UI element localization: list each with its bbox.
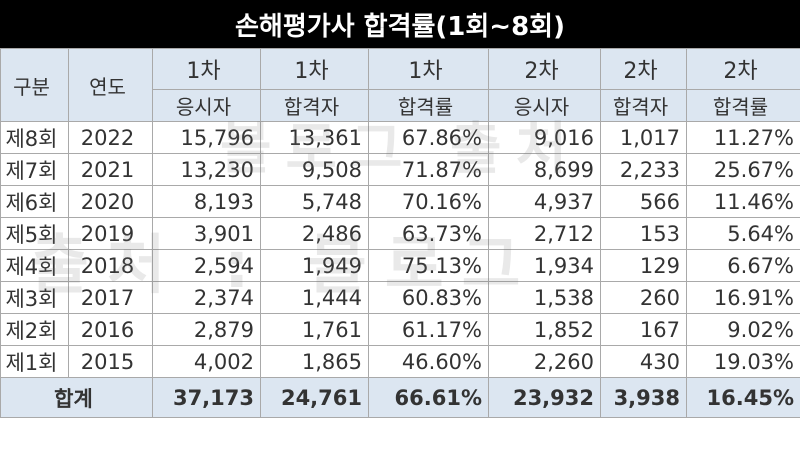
header-passers-2: 합격자	[600, 89, 687, 122]
total-label: 합계	[0, 377, 153, 418]
row-r2-passers: 2,233	[600, 153, 687, 186]
row-label: 제3회	[0, 281, 69, 314]
table-row: 제2회 2016 2,879 1,761 61.17% 1,852 167 9.02%	[0, 313, 800, 346]
row-label: 제2회	[0, 313, 69, 346]
row-r1-rate: 71.87%	[368, 153, 489, 186]
row-r2-rate: 9.02%	[686, 313, 800, 346]
row-r2-applicants: 8,699	[488, 153, 601, 186]
row-r2-rate: 19.03%	[686, 345, 800, 378]
row-label: 제7회	[0, 153, 69, 186]
row-r1-passers: 13,361	[260, 121, 369, 154]
row-r1-applicants: 3,901	[152, 217, 261, 250]
row-year: 2018	[68, 249, 153, 282]
header-row-sub: 응시자 합격자 합격률 응시자 합격자 합격률	[1, 89, 800, 122]
row-r1-applicants: 2,374	[152, 281, 261, 314]
row-year: 2021	[68, 153, 153, 186]
row-year: 2019	[68, 217, 153, 250]
total-r2-applicants: 23,932	[488, 377, 601, 418]
row-r2-applicants: 1,934	[488, 249, 601, 282]
row-label: 제4회	[0, 249, 69, 282]
row-r1-rate: 46.60%	[368, 345, 489, 378]
row-label: 제8회	[0, 121, 69, 154]
pass-rate-table: 구분 연도 1차 1차 1차 2차 2차 2차 응시자 합격자 합격률 응시자 …	[0, 48, 800, 418]
table-row: 제6회 2020 8,193 5,748 70.16% 4,937 566 11.46%	[0, 185, 800, 218]
row-r2-applicants: 1,852	[488, 313, 601, 346]
row-r1-passers: 1,949	[260, 249, 369, 282]
header-rate-1: 합격률	[368, 89, 489, 122]
total-r1-rate: 66.61%	[368, 377, 489, 418]
row-r2-rate: 16.91%	[686, 281, 800, 314]
row-r1-passers: 2,486	[260, 217, 369, 250]
header-round2-applicants: 2차	[488, 48, 601, 90]
table-row: 제1회 2015 4,002 1,865 46.60% 2,260 430 19.03%	[0, 345, 800, 378]
total-r2-rate: 16.45%	[686, 377, 800, 418]
table-row: 제4회 2018 2,594 1,949 75.13% 1,934 129 6.67%	[0, 249, 800, 282]
row-r2-passers: 1,017	[600, 121, 687, 154]
row-r2-applicants: 2,712	[488, 217, 601, 250]
row-r1-applicants: 2,879	[152, 313, 261, 346]
row-r1-rate: 60.83%	[368, 281, 489, 314]
table-row: 제7회 2021 13,230 9,508 71.87% 8,699 2,233 25.67%	[0, 153, 800, 186]
row-r1-passers: 1,761	[260, 313, 369, 346]
header-round1-passers: 1차	[260, 48, 369, 90]
row-r1-rate: 67.86%	[368, 121, 489, 154]
total-r1-passers: 24,761	[260, 377, 369, 418]
row-r1-applicants: 4,002	[152, 345, 261, 378]
row-r2-passers: 430	[600, 345, 687, 378]
row-r2-applicants: 1,538	[488, 281, 601, 314]
row-r1-passers: 9,508	[260, 153, 369, 186]
row-year: 2022	[68, 121, 153, 154]
row-r2-applicants: 4,937	[488, 185, 601, 218]
header-round2-passers: 2차	[600, 48, 687, 90]
row-r1-rate: 61.17%	[368, 313, 489, 346]
row-r1-passers: 5,748	[260, 185, 369, 218]
row-r2-rate: 5.64%	[686, 217, 800, 250]
row-r1-rate: 70.16%	[368, 185, 489, 218]
header-row-top: 구분 연도 1차 1차 1차 2차 2차 2차	[0, 48, 800, 122]
table-row: 제3회 2017 2,374 1,444 60.83% 1,538 260 16.91%	[0, 281, 800, 314]
header-round1-applicants: 1차	[152, 48, 261, 90]
total-r2-passers: 3,938	[600, 377, 687, 418]
header-applicants-1: 응시자	[152, 89, 261, 122]
row-r1-applicants: 8,193	[152, 185, 261, 218]
table-row: 제5회 2019 3,901 2,486 63.73% 2,712 153 5.64%	[0, 217, 800, 250]
row-r2-rate: 11.46%	[686, 185, 800, 218]
row-r1-applicants: 2,594	[152, 249, 261, 282]
row-label: 제1회	[0, 345, 69, 378]
header-label: 구분	[0, 48, 69, 122]
row-year: 2015	[68, 345, 153, 378]
header-applicants-2: 응시자	[488, 89, 601, 122]
row-r2-rate: 25.67%	[686, 153, 800, 186]
row-r2-rate: 11.27%	[686, 121, 800, 154]
row-r2-applicants: 9,016	[488, 121, 601, 154]
row-year: 2017	[68, 281, 153, 314]
row-r1-rate: 75.13%	[368, 249, 489, 282]
header-passers-1: 합격자	[260, 89, 369, 122]
row-r2-rate: 6.67%	[686, 249, 800, 282]
total-r1-applicants: 37,173	[152, 377, 261, 418]
row-year: 2016	[68, 313, 153, 346]
row-year: 2020	[68, 185, 153, 218]
row-r2-passers: 129	[600, 249, 687, 282]
table-row: 제8회 2022 15,796 13,361 67.86% 9,016 1,017 11.27…	[0, 121, 800, 154]
table-title: 손해평가사 합격률(1회~8회)	[0, 0, 800, 48]
header-year: 연도	[68, 48, 153, 122]
row-label: 제6회	[0, 185, 69, 218]
header-round2-rate: 2차	[686, 48, 800, 90]
table-body: 제8회 2022 15,796 13,361 67.86% 9,016 1,017 11.27…	[0, 121, 800, 378]
row-label: 제5회	[0, 217, 69, 250]
row-r1-passers: 1,444	[260, 281, 369, 314]
row-r1-applicants: 13,230	[152, 153, 261, 186]
row-r2-passers: 153	[600, 217, 687, 250]
header-rate-2: 합격률	[686, 89, 800, 122]
row-r1-passers: 1,865	[260, 345, 369, 378]
row-r1-rate: 63.73%	[368, 217, 489, 250]
total-row: 합계 37,173 24,761 66.61% 23,932 3,938 16.…	[0, 377, 800, 418]
row-r2-passers: 167	[600, 313, 687, 346]
row-r2-passers: 260	[600, 281, 687, 314]
row-r1-applicants: 15,796	[152, 121, 261, 154]
row-r2-passers: 566	[600, 185, 687, 218]
row-r2-applicants: 2,260	[488, 345, 601, 378]
header-round1-rate: 1차	[368, 48, 489, 90]
